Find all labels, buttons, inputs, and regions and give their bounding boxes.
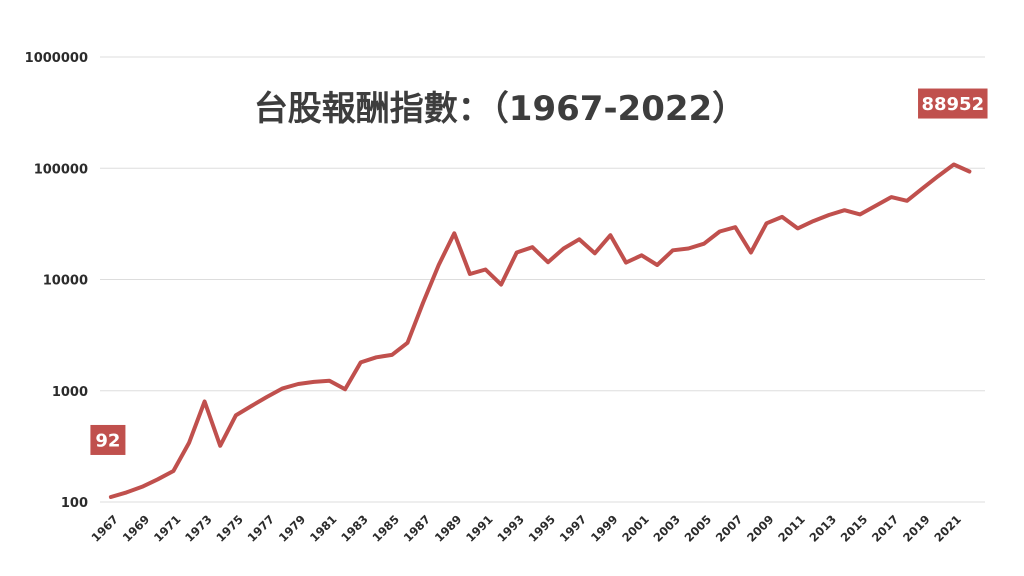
x-tick-label: 1983 — [338, 512, 371, 545]
x-tick-label: 1973 — [182, 512, 215, 545]
y-tick-label: 100 — [61, 496, 88, 511]
x-tick-label: 1993 — [494, 512, 527, 545]
x-tick-label: 1985 — [369, 512, 402, 545]
x-tick-label: 1995 — [526, 512, 559, 545]
x-tick-label: 2001 — [619, 512, 652, 545]
x-tick-label: 1979 — [276, 512, 309, 545]
y-tick-label: 10000 — [43, 274, 88, 289]
gridlines — [100, 56, 985, 503]
x-tick-label: 2011 — [775, 512, 808, 545]
x-tick-label: 1981 — [307, 512, 340, 545]
x-tick-label: 1997 — [557, 512, 590, 545]
x-tick-label: 2013 — [806, 512, 839, 545]
data-label-text: 88952 — [921, 94, 984, 115]
x-tick-label: 2007 — [713, 512, 746, 545]
x-tick-label: 2003 — [650, 512, 683, 545]
x-tick-label: 1977 — [245, 512, 278, 545]
annotations: 92 88952 — [90, 88, 988, 455]
chart-title: 台股報酬指數：（1967-2022） — [254, 89, 746, 129]
x-tick-label: 2017 — [869, 512, 902, 545]
data-label-box — [918, 88, 988, 119]
y-tick-label: 1000 — [52, 385, 88, 400]
y-axis-tick-labels: 100 1000 10000 100000 1000000 — [25, 51, 88, 511]
x-tick-label: 1967 — [89, 512, 122, 545]
data-label: 92 — [90, 424, 126, 455]
x-tick-label: 2009 — [744, 512, 777, 545]
x-tick-label: 1989 — [432, 512, 465, 545]
y-tick-label: 1000000 — [25, 51, 88, 66]
x-tick-label: 2005 — [682, 512, 715, 545]
x-axis-tick-labels: 1967196919711973197519771979198119831985… — [89, 512, 964, 545]
y-tick-label: 100000 — [34, 162, 88, 177]
data-label: 88952 — [918, 88, 988, 119]
x-tick-label: 1975 — [213, 512, 246, 545]
x-tick-label: 1969 — [120, 512, 153, 545]
x-tick-label: 1991 — [463, 512, 496, 545]
x-tick-label: 1971 — [151, 512, 184, 545]
x-tick-label: 1999 — [588, 512, 621, 545]
series-layer — [108, 162, 972, 499]
x-tick-label: 2015 — [838, 512, 871, 545]
data-label-box — [90, 424, 126, 455]
x-tick-label: 1987 — [401, 512, 434, 545]
data-label-text: 92 — [95, 430, 120, 451]
x-tick-label: 2021 — [931, 512, 964, 545]
series-line — [108, 162, 972, 499]
x-tick-label: 2019 — [900, 512, 933, 545]
